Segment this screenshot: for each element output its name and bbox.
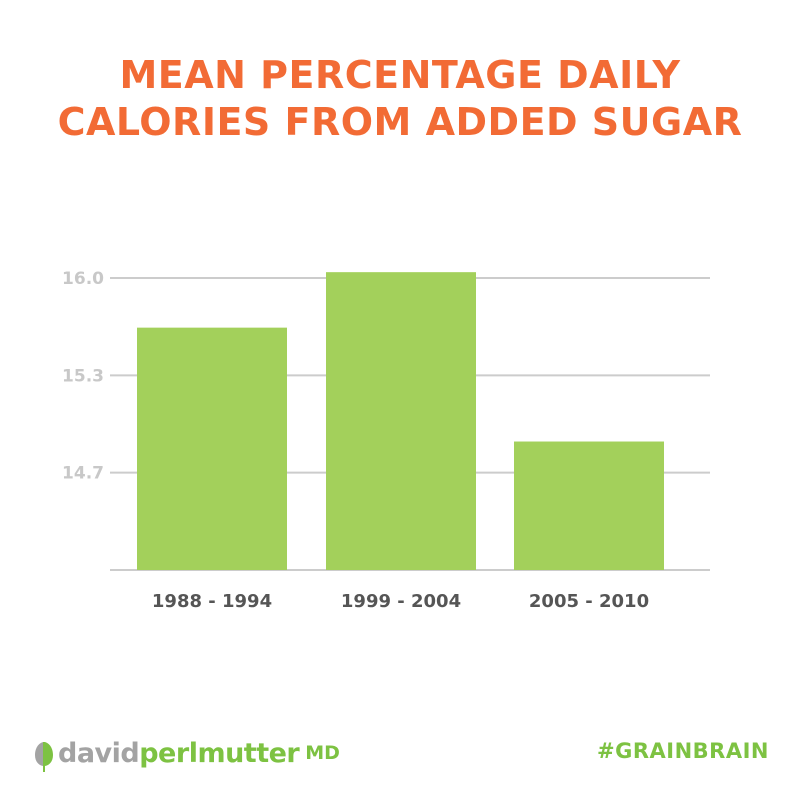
bar-1 — [137, 327, 287, 570]
bar-3 — [514, 441, 664, 570]
chart-title-line-2: CALORIES FROM ADDED SUGAR — [57, 100, 743, 144]
bar-2 — [326, 272, 476, 570]
chart-title: MEAN PERCENTAGE DAILY CALORIES FROM ADDE… — [0, 52, 800, 146]
x-category-label: 2005 - 2010 — [529, 591, 649, 612]
hashtag: #GRAINBRAIN — [597, 739, 769, 763]
logo-text-perlmutter: perlmutter — [139, 737, 300, 769]
logo-text-david: david — [58, 737, 140, 769]
y-tick-label: 15.3 — [62, 366, 104, 386]
leaf-icon — [35, 736, 53, 772]
y-tick-label: 16.0 — [62, 269, 104, 289]
logo-text-md: MD — [305, 742, 340, 764]
chart-title-line-1: MEAN PERCENTAGE DAILY — [119, 53, 681, 97]
x-category-label: 1999 - 2004 — [341, 591, 461, 612]
x-category-label: 1988 - 1994 — [152, 591, 272, 612]
y-tick-label: 14.7 — [62, 464, 104, 484]
brand-logo: david perlmutter MD — [34, 735, 340, 772]
